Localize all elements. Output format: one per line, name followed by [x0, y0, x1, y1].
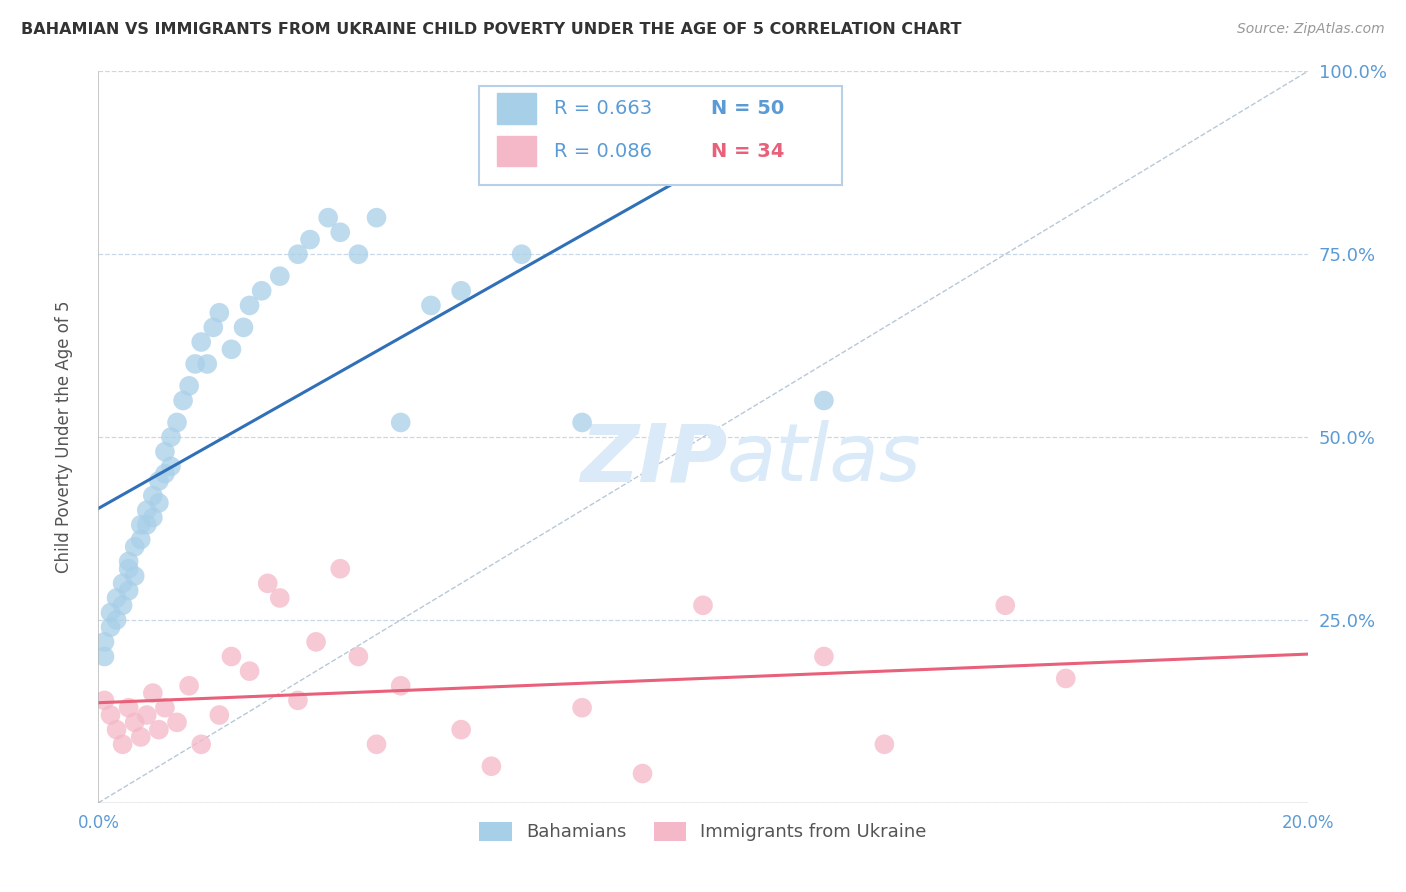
Point	[329, 225, 352, 239]
Point	[184, 357, 207, 371]
Bar	[498, 94, 536, 124]
Point	[172, 393, 194, 408]
Point	[153, 444, 176, 458]
Point	[153, 700, 176, 714]
Point	[160, 430, 183, 444]
Point	[100, 620, 122, 634]
Point	[571, 700, 593, 714]
Point	[256, 576, 278, 591]
Point	[232, 320, 254, 334]
Text: N = 50: N = 50	[711, 99, 785, 118]
Point	[329, 562, 352, 576]
Point	[148, 496, 170, 510]
Point	[135, 517, 157, 532]
Point	[873, 737, 896, 751]
Text: R = 0.663: R = 0.663	[554, 99, 652, 118]
Point	[142, 510, 165, 524]
Text: BAHAMIAN VS IMMIGRANTS FROM UKRAINE CHILD POVERTY UNDER THE AGE OF 5 CORRELATION: BAHAMIAN VS IMMIGRANTS FROM UKRAINE CHIL…	[21, 22, 962, 37]
Point	[93, 649, 115, 664]
Point	[129, 533, 152, 547]
Point	[389, 679, 412, 693]
Point	[124, 569, 146, 583]
Point	[179, 679, 201, 693]
Point	[118, 583, 141, 598]
Point	[195, 357, 218, 371]
Point	[250, 284, 273, 298]
Point	[813, 393, 835, 408]
Point	[366, 737, 388, 751]
Point	[135, 503, 157, 517]
Point	[208, 306, 231, 320]
Legend: Bahamians, Immigrants from Ukraine: Bahamians, Immigrants from Ukraine	[472, 814, 934, 848]
Point	[100, 606, 122, 620]
Point	[287, 247, 309, 261]
Point	[135, 708, 157, 723]
Point	[105, 613, 128, 627]
Point	[510, 247, 533, 261]
Point	[153, 467, 176, 481]
Point	[118, 700, 141, 714]
Point	[269, 591, 291, 605]
Point	[148, 723, 170, 737]
Point	[481, 759, 503, 773]
Point	[420, 298, 443, 312]
Point	[239, 664, 262, 678]
Point	[299, 233, 322, 247]
Point	[347, 649, 370, 664]
Point	[389, 416, 412, 430]
Point	[305, 635, 328, 649]
Point	[190, 334, 212, 349]
Point	[105, 591, 128, 605]
Point	[148, 474, 170, 488]
Point	[347, 247, 370, 261]
Point	[166, 416, 188, 430]
Point	[166, 715, 188, 730]
Point	[571, 416, 593, 430]
Point	[160, 459, 183, 474]
Point	[813, 649, 835, 664]
Point	[124, 540, 146, 554]
Point	[190, 737, 212, 751]
Y-axis label: Child Poverty Under the Age of 5: Child Poverty Under the Age of 5	[55, 301, 73, 574]
Point	[105, 723, 128, 737]
Point	[111, 576, 134, 591]
Text: N = 34: N = 34	[711, 142, 785, 161]
Point	[287, 693, 309, 707]
Point	[208, 708, 231, 723]
Point	[93, 635, 115, 649]
Point	[450, 284, 472, 298]
Text: ZIP: ZIP	[579, 420, 727, 498]
Point	[1054, 672, 1077, 686]
Point	[450, 723, 472, 737]
Point	[692, 599, 714, 613]
Point	[100, 708, 122, 723]
Text: atlas: atlas	[727, 420, 922, 498]
Point	[994, 599, 1017, 613]
Point	[129, 517, 152, 532]
Point	[142, 489, 165, 503]
Point	[221, 343, 243, 357]
FancyBboxPatch shape	[479, 86, 842, 185]
Point	[631, 766, 654, 780]
Point	[129, 730, 152, 744]
Point	[366, 211, 388, 225]
Point	[111, 599, 134, 613]
Point	[142, 686, 165, 700]
Point	[111, 737, 134, 751]
Bar	[498, 136, 536, 167]
Text: R = 0.086: R = 0.086	[554, 142, 652, 161]
Point	[124, 715, 146, 730]
Point	[269, 269, 291, 284]
Point	[118, 562, 141, 576]
Point	[202, 320, 225, 334]
Point	[316, 211, 339, 225]
Point	[179, 379, 201, 393]
Point	[118, 554, 141, 568]
Point	[221, 649, 243, 664]
Text: Source: ZipAtlas.com: Source: ZipAtlas.com	[1237, 22, 1385, 37]
Point	[93, 693, 115, 707]
Point	[239, 298, 262, 312]
